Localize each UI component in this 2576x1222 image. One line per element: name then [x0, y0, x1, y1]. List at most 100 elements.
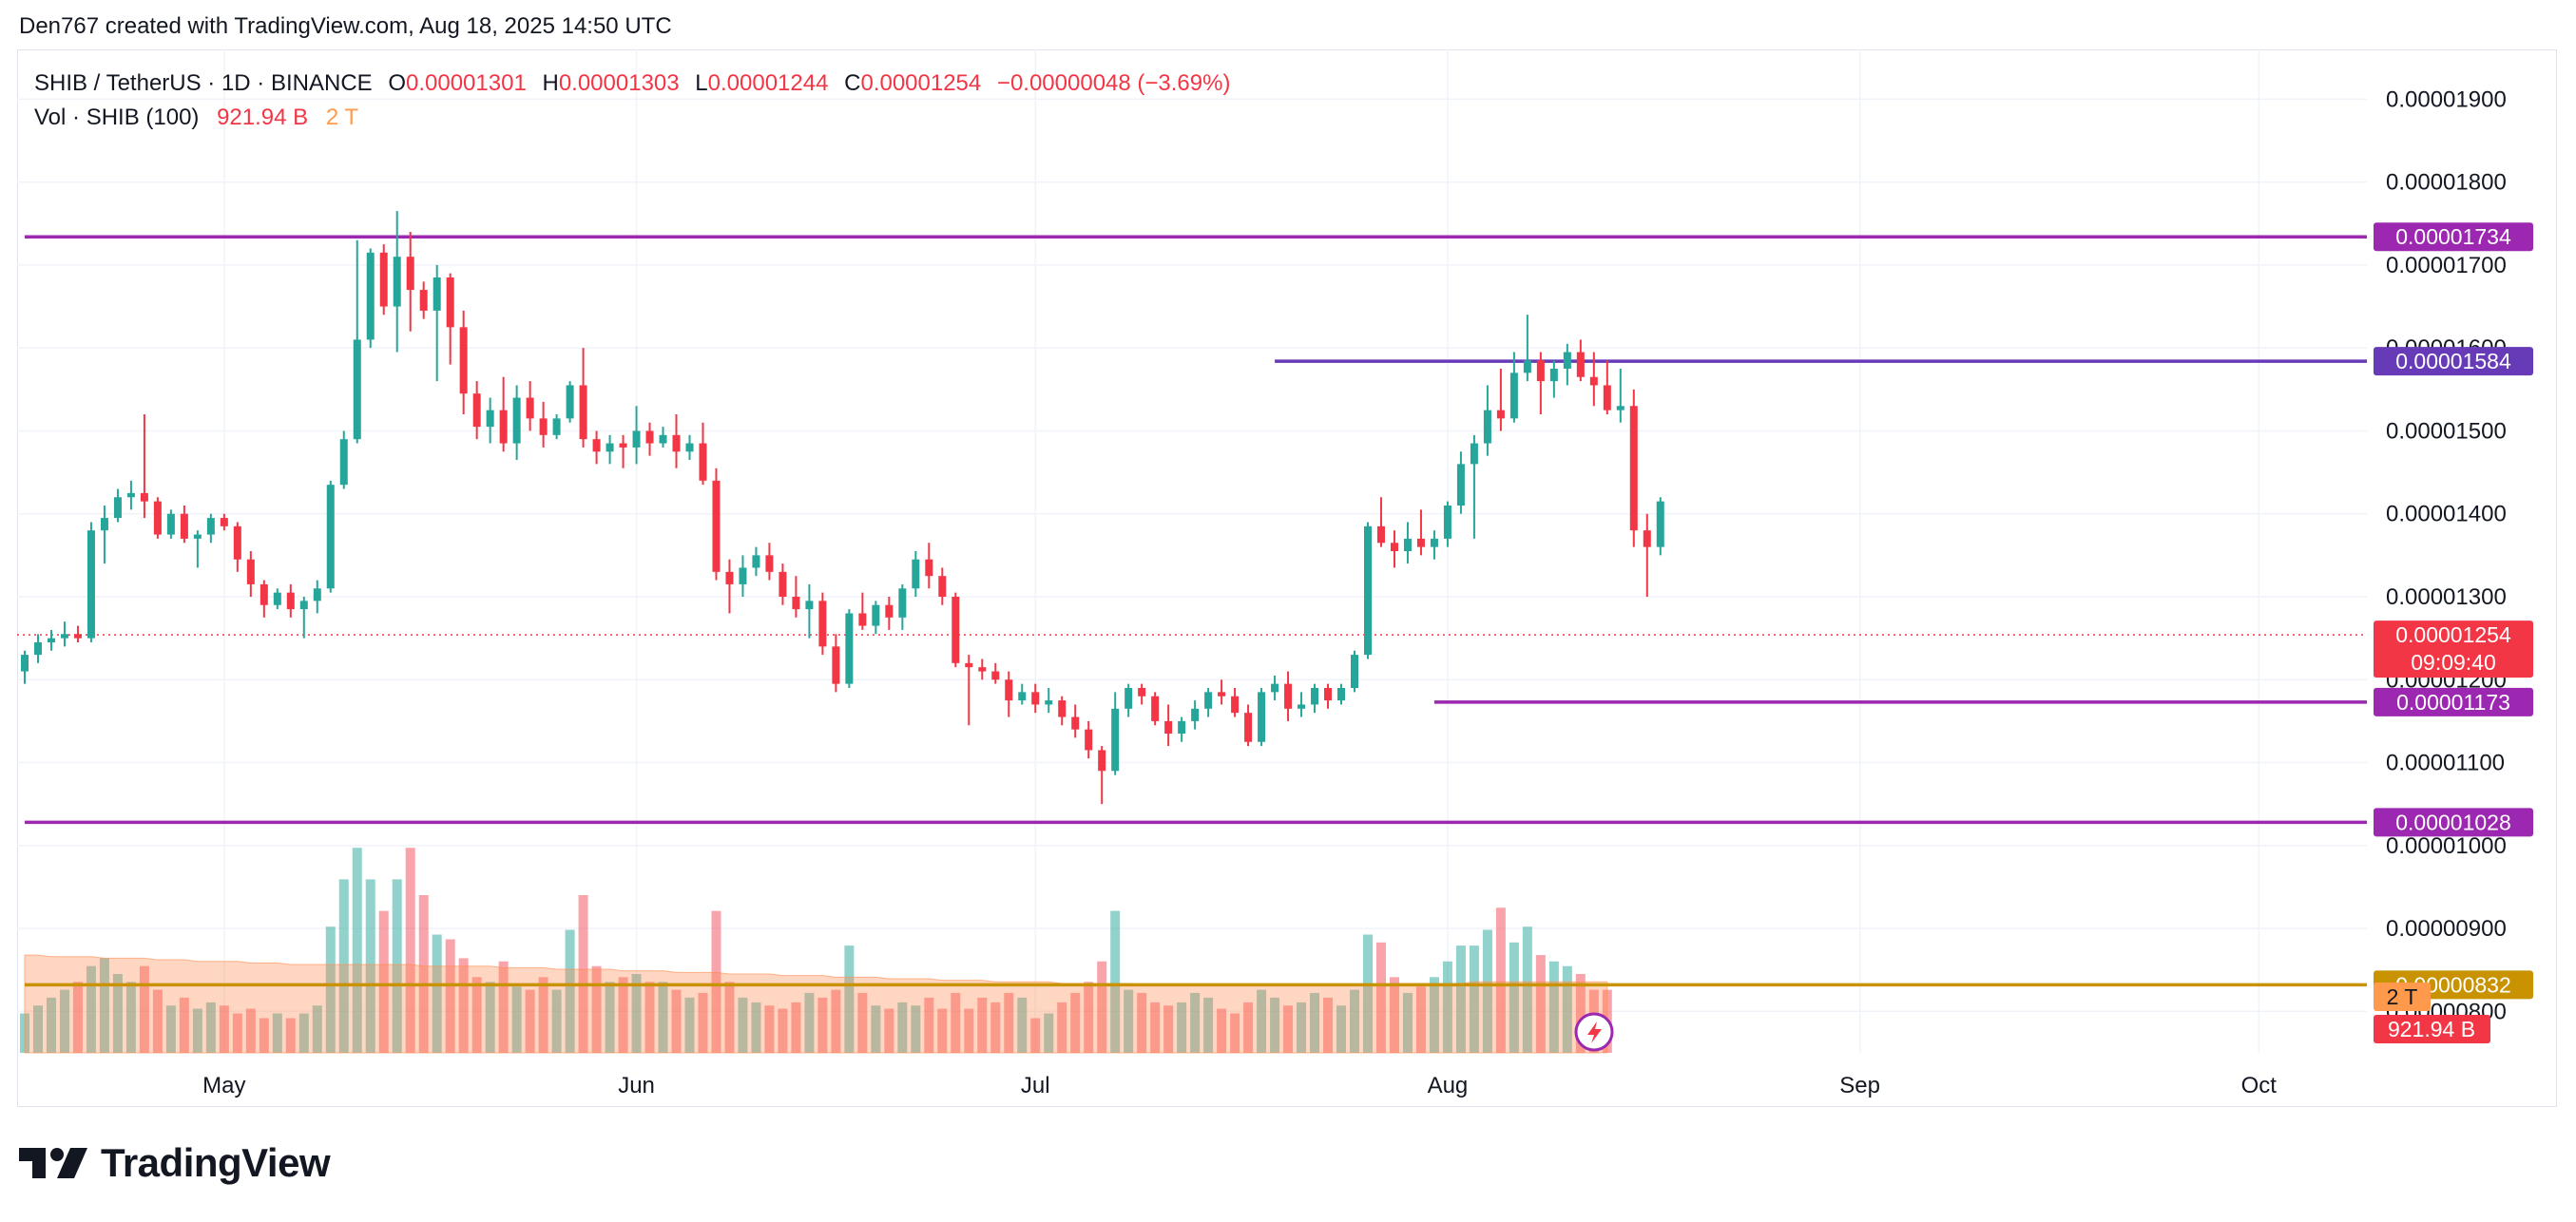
- candle-body: [1045, 700, 1053, 705]
- y-tick-label: 0.00000900: [2386, 916, 2507, 942]
- candle-body: [792, 597, 800, 610]
- candle-body: [566, 385, 574, 419]
- candle-body: [393, 257, 401, 307]
- candle-body: [472, 393, 481, 428]
- candle-body: [845, 613, 854, 684]
- volume-bar: [125, 982, 136, 1053]
- candle-body: [1390, 543, 1398, 551]
- candle-body: [33, 642, 42, 656]
- candle-body: [1258, 692, 1266, 742]
- volume-bar: [312, 1005, 322, 1053]
- volume-bar: [884, 1008, 894, 1053]
- volume-bar: [1469, 945, 1479, 1053]
- level-price-badge: [2374, 687, 2533, 716]
- candle-body: [419, 290, 428, 311]
- volume-bar: [219, 1005, 229, 1053]
- tradingview-logo[interactable]: TradingView: [19, 1140, 331, 1186]
- candle-body: [406, 257, 414, 291]
- candle-body: [486, 410, 494, 428]
- candle-body: [1403, 538, 1412, 551]
- volume-bar: [1097, 961, 1107, 1053]
- candle-body: [1058, 700, 1067, 717]
- chart-frame[interactable]: [17, 49, 2557, 1107]
- level-price-label: 0.00001584: [2395, 349, 2511, 373]
- volume-bar: [738, 997, 748, 1053]
- candle-body: [299, 601, 308, 610]
- countdown-label: 09:09:40: [2411, 650, 2496, 675]
- candle-body: [1576, 352, 1585, 377]
- y-tick-label: 0.00001500: [2386, 418, 2507, 444]
- volume-bar: [86, 965, 96, 1053]
- candle-body: [1111, 708, 1120, 772]
- volume-bar: [1257, 989, 1267, 1053]
- volume-bar: [458, 958, 469, 1053]
- volume-bar: [32, 1005, 43, 1053]
- levels-layer[interactable]: [17, 235, 2367, 987]
- volume-bar: [72, 982, 83, 1053]
- lightning-icon[interactable]: [1574, 1012, 1614, 1052]
- x-tick-label: Jul: [1021, 1073, 1050, 1098]
- volume-bar: [112, 974, 123, 1053]
- candle-body: [818, 601, 827, 647]
- price-chart[interactable]: 0.000019000.000018000.000017000.00001600…: [0, 0, 2576, 1140]
- candle-body: [685, 443, 694, 452]
- level-price-badge: [2374, 347, 2533, 376]
- candle-body: [872, 604, 880, 626]
- candle-body: [379, 252, 388, 307]
- candle-body: [286, 592, 295, 610]
- volume-bar: [711, 910, 721, 1053]
- candle-body: [353, 339, 361, 440]
- legend-low-label: L: [695, 70, 708, 96]
- candle-body: [1125, 688, 1133, 709]
- volume-bar: [432, 934, 442, 1053]
- candle-body: [1549, 369, 1558, 382]
- volume-bar: [951, 992, 961, 1053]
- candle-body: [1589, 376, 1598, 386]
- candle-body: [206, 518, 215, 535]
- volume-bar: [1124, 989, 1134, 1053]
- candle-body: [166, 513, 175, 535]
- y-tick-label: 0.00001300: [2386, 584, 2507, 610]
- volume-bar: [1548, 961, 1559, 1053]
- volume-value-badge: [2374, 1015, 2490, 1043]
- volume-bar: [804, 992, 815, 1053]
- candle-body: [113, 497, 122, 519]
- candle-body: [1536, 360, 1545, 382]
- volume-bar: [1495, 907, 1506, 1053]
- volume-bar: [59, 989, 69, 1053]
- candle-body: [1191, 708, 1200, 721]
- candle-body: [433, 277, 441, 311]
- volume-bar: [418, 895, 429, 1053]
- volume-bar: [99, 958, 109, 1053]
- time-axis[interactable]: May Jun Jul Aug Sep Oct: [202, 1073, 2277, 1098]
- volume-bar: [871, 1005, 881, 1053]
- volume-bar: [338, 879, 349, 1053]
- legend-high-value: 0.00001303: [558, 70, 680, 96]
- candle-body: [659, 434, 667, 444]
- volume-bar: [1509, 942, 1519, 1053]
- level-price-label: 0.00001028: [2395, 810, 2511, 834]
- candle-body: [21, 655, 29, 672]
- volume-bar: [618, 977, 628, 1053]
- candle-body: [619, 443, 627, 448]
- volume-bar: [1150, 1002, 1161, 1053]
- candle-body: [339, 439, 348, 486]
- candle-body: [938, 576, 947, 597]
- candle-body: [1244, 713, 1253, 742]
- candle-body: [526, 397, 534, 419]
- candle-body: [699, 443, 707, 481]
- x-tick-label: Aug: [1428, 1073, 1469, 1098]
- legend-change: −0.00000048 (−3.69%): [996, 70, 1231, 96]
- volume-bar: [405, 848, 415, 1053]
- volume-bar: [205, 1002, 216, 1053]
- volume-bar: [551, 989, 562, 1053]
- candle-body: [1204, 692, 1213, 709]
- volume-bar: [1044, 1013, 1054, 1053]
- candle-body: [1430, 538, 1438, 547]
- volume-bar: [751, 1002, 761, 1053]
- volume-bar: [671, 989, 682, 1053]
- candle-body: [898, 588, 907, 618]
- candle-body: [1523, 360, 1531, 373]
- volume-bar: [897, 1002, 908, 1053]
- volume-bar: [525, 989, 535, 1053]
